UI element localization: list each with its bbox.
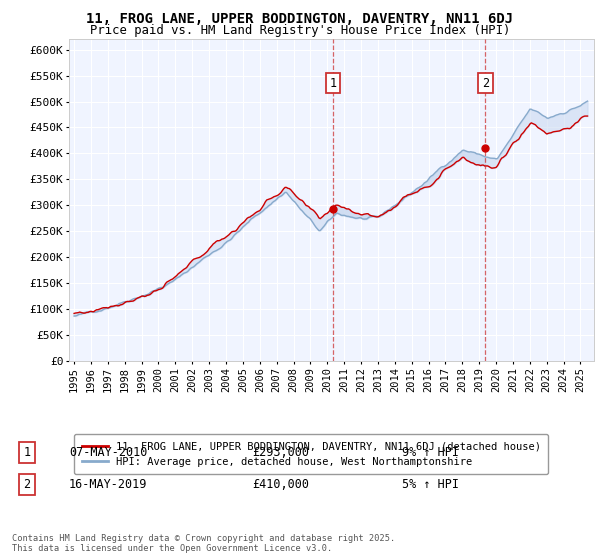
- Text: 2: 2: [482, 77, 489, 90]
- Text: 2: 2: [23, 478, 31, 491]
- Text: 1: 1: [23, 446, 31, 459]
- Text: 9% ↑ HPI: 9% ↑ HPI: [402, 446, 459, 459]
- Text: 16-MAY-2019: 16-MAY-2019: [69, 478, 148, 491]
- Text: 11, FROG LANE, UPPER BODDINGTON, DAVENTRY, NN11 6DJ: 11, FROG LANE, UPPER BODDINGTON, DAVENTR…: [86, 12, 514, 26]
- Text: £293,000: £293,000: [252, 446, 309, 459]
- Text: Contains HM Land Registry data © Crown copyright and database right 2025.
This d: Contains HM Land Registry data © Crown c…: [12, 534, 395, 553]
- Text: £410,000: £410,000: [252, 478, 309, 491]
- Legend: 11, FROG LANE, UPPER BODDINGTON, DAVENTRY, NN11 6DJ (detached house), HPI: Avera: 11, FROG LANE, UPPER BODDINGTON, DAVENTR…: [74, 434, 548, 474]
- Text: 1: 1: [329, 77, 337, 90]
- Text: 5% ↑ HPI: 5% ↑ HPI: [402, 478, 459, 491]
- Text: 07-MAY-2010: 07-MAY-2010: [69, 446, 148, 459]
- Text: Price paid vs. HM Land Registry's House Price Index (HPI): Price paid vs. HM Land Registry's House …: [90, 24, 510, 36]
